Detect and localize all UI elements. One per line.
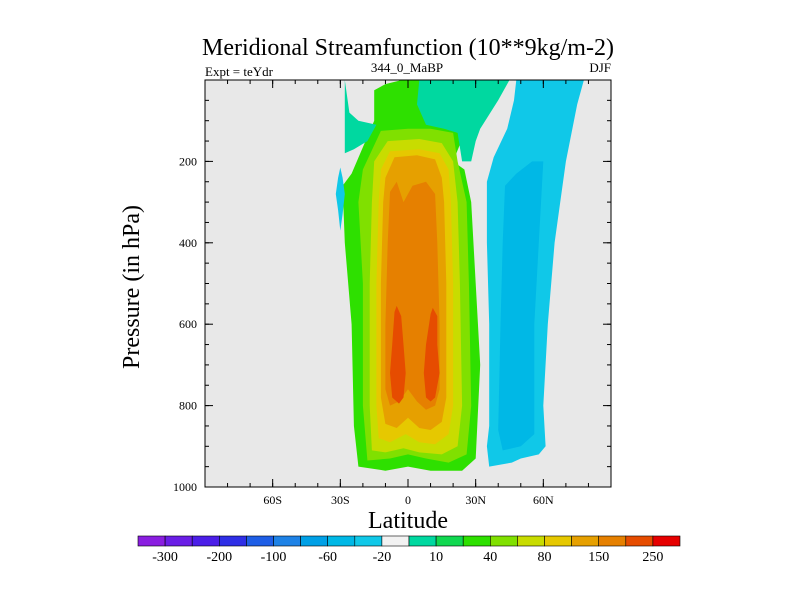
x-tick-label: 30N [465, 493, 486, 507]
colorbar-label: 150 [588, 550, 609, 565]
colorbar-swatch [652, 535, 681, 547]
x-tick-label: 60N [533, 493, 554, 507]
x-tick-label: 30S [331, 493, 350, 507]
colorbar-swatch [435, 535, 464, 547]
colorbar-label: -60 [318, 550, 337, 565]
colorbar-swatch [517, 535, 545, 547]
colorbar: -300 -200 -100 -60 -20 10 40 80 150 250 [137, 535, 681, 565]
colorbar-swatch [327, 535, 356, 547]
y-tick-label: 600 [179, 317, 197, 331]
colorbar-label: -300 [152, 550, 178, 565]
colorbar-swatch [489, 535, 518, 547]
colorbar-label: 250 [642, 550, 663, 565]
colorbar-swatch [625, 535, 654, 547]
colorbar-swatch [381, 535, 410, 547]
colorbar-swatch [544, 535, 572, 547]
chart-title: Meridional Streamfunction (10**9kg/m-2) [202, 35, 614, 61]
colorbar-label: 80 [538, 550, 552, 565]
y-tick-label: 200 [179, 154, 197, 168]
colorbar-swatch [354, 535, 383, 547]
colorbar-label: -20 [373, 550, 392, 565]
colorbar-swatch [246, 535, 274, 547]
contour-region-main-cell-core-right [423, 307, 440, 402]
axes: 60S 30S 0 30N 60N 200 400 600 800 1000 [173, 79, 612, 507]
plot-area [205, 80, 611, 487]
contour-region-south-cell-blue [335, 167, 345, 231]
colorbar-swatch [598, 535, 627, 547]
colorbar-swatch [300, 535, 329, 547]
x-tick-label: 60S [263, 493, 282, 507]
x-axis-label: Latitude [368, 508, 448, 534]
contour-region-main-cell-core-left [390, 305, 406, 404]
colorbar-swatch [137, 535, 166, 547]
colorbar-label: 10 [429, 550, 443, 565]
subtitle-center: 344_0_MaBP [371, 60, 443, 75]
y-axis-label: Pressure (in hPa) [119, 205, 145, 369]
y-tick-label: 1000 [173, 480, 197, 494]
contour-region-north-cell-teal [417, 80, 510, 162]
colorbar-swatch [462, 535, 491, 547]
y-tick-label: 400 [179, 236, 197, 250]
colorbar-swatch [273, 535, 301, 547]
x-tick-label: 0 [405, 493, 411, 507]
subtitle-left: Expt = teYdr [205, 64, 274, 79]
colorbar-swatch [219, 535, 247, 547]
colorbar-label: -200 [206, 550, 232, 565]
colorbar-swatch [408, 535, 437, 547]
y-tick-label: 800 [179, 399, 197, 413]
colorbar-label: 40 [483, 550, 497, 565]
colorbar-swatch [571, 535, 599, 547]
contour-region-north-cell-blue [498, 161, 544, 451]
subtitle-right: DJF [589, 60, 611, 75]
colorbar-swatch [191, 535, 220, 547]
contour-region-south-cell-teal [344, 80, 377, 154]
colorbar-label: -100 [261, 550, 287, 565]
colorbar-swatch [164, 535, 193, 547]
